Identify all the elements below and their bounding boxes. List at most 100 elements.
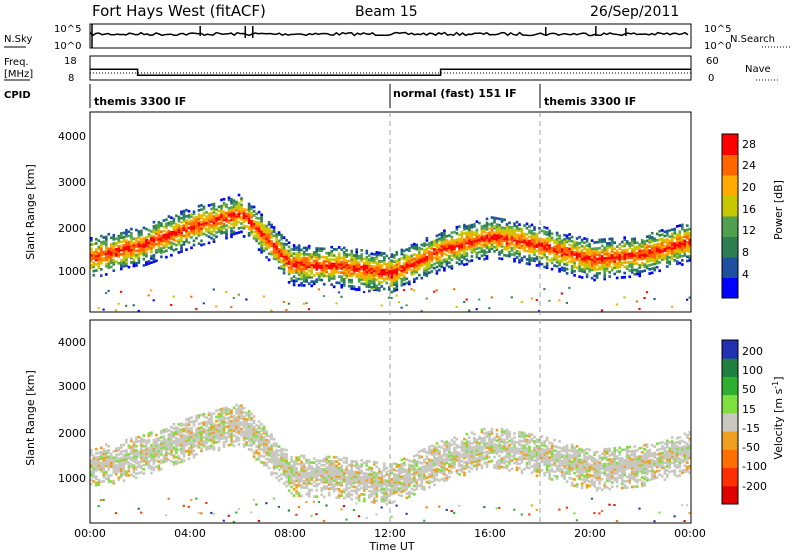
range-cell bbox=[315, 251, 318, 255]
range-cell bbox=[493, 216, 496, 220]
range-cell bbox=[307, 465, 311, 469]
range-cell bbox=[207, 220, 211, 224]
range-cell bbox=[90, 482, 93, 486]
range-cell bbox=[545, 245, 549, 249]
range-cell bbox=[520, 236, 524, 239]
range-cell bbox=[197, 229, 201, 233]
ground-cell bbox=[165, 514, 168, 517]
range-cell bbox=[373, 265, 376, 269]
range-cell bbox=[152, 462, 156, 465]
range-cell bbox=[240, 209, 243, 213]
range-cell bbox=[320, 272, 323, 276]
range-cell bbox=[673, 254, 677, 258]
range-cell bbox=[210, 440, 213, 444]
range-cell bbox=[315, 249, 318, 252]
range-cell bbox=[142, 463, 146, 467]
range-cell bbox=[305, 271, 308, 275]
range-cell bbox=[235, 407, 238, 411]
range-cell bbox=[120, 246, 123, 250]
ground-cell bbox=[317, 500, 321, 503]
range-cell bbox=[312, 255, 316, 259]
range-cell bbox=[117, 448, 121, 452]
range-cell bbox=[370, 281, 374, 285]
range-cell bbox=[593, 255, 596, 259]
range-cell bbox=[342, 267, 346, 271]
range-cell bbox=[322, 463, 326, 467]
range-cell bbox=[350, 464, 353, 467]
range-cell bbox=[97, 457, 101, 461]
range-cell bbox=[350, 470, 353, 474]
range-cell bbox=[242, 218, 246, 222]
range-cell bbox=[212, 234, 216, 237]
range-cell bbox=[575, 245, 579, 249]
range-cell bbox=[125, 235, 128, 238]
range-cell bbox=[260, 225, 263, 229]
range-cell bbox=[686, 240, 689, 244]
range-cell bbox=[212, 204, 216, 208]
range-cell bbox=[232, 423, 236, 427]
range-cell bbox=[285, 249, 288, 252]
range-cell bbox=[175, 443, 178, 446]
range-cell bbox=[310, 255, 313, 258]
range-cell bbox=[658, 261, 661, 264]
range-cell bbox=[347, 474, 351, 477]
range-cell bbox=[463, 244, 466, 248]
range-cell bbox=[197, 217, 201, 220]
range-cell bbox=[315, 247, 318, 250]
range-cell bbox=[237, 214, 241, 218]
range-cell bbox=[570, 258, 574, 262]
range-cell bbox=[523, 224, 526, 227]
range-cell bbox=[480, 248, 484, 251]
range-cell bbox=[525, 258, 529, 261]
range-cell bbox=[160, 436, 163, 439]
range-cell bbox=[177, 224, 181, 227]
range-cell bbox=[570, 248, 574, 251]
range-cell bbox=[663, 230, 667, 234]
range-cell bbox=[398, 266, 401, 270]
range-cell bbox=[107, 461, 111, 465]
range-cell bbox=[180, 434, 183, 438]
range-cell bbox=[610, 247, 614, 251]
range-cell bbox=[405, 254, 409, 258]
range-cell bbox=[375, 482, 379, 486]
range-cell bbox=[428, 267, 431, 270]
range-cell bbox=[337, 258, 341, 262]
ground-cell bbox=[102, 498, 105, 501]
range-cell bbox=[465, 227, 469, 230]
range-cell bbox=[125, 256, 128, 259]
range-cell bbox=[658, 244, 661, 248]
range-cell bbox=[585, 250, 589, 254]
range-cell bbox=[270, 234, 273, 237]
range-cell bbox=[408, 465, 411, 469]
range-cell bbox=[290, 475, 293, 478]
range-cell bbox=[357, 257, 361, 260]
range-cell bbox=[350, 278, 353, 282]
range-cell bbox=[440, 253, 444, 256]
range-cell bbox=[583, 247, 586, 251]
range-cell bbox=[292, 479, 296, 483]
range-cell bbox=[242, 235, 246, 238]
range-cell bbox=[202, 220, 206, 223]
range-cell bbox=[332, 258, 336, 262]
range-cell bbox=[378, 480, 381, 484]
range-cell bbox=[545, 237, 549, 240]
range-cell bbox=[495, 246, 499, 249]
range-cell bbox=[132, 447, 136, 451]
range-cell bbox=[357, 271, 361, 275]
ground-cell bbox=[147, 294, 150, 297]
range-cell bbox=[438, 252, 441, 255]
range-cell bbox=[671, 245, 674, 248]
range-cell bbox=[603, 259, 606, 262]
range-cell bbox=[395, 480, 399, 483]
range-cell bbox=[265, 445, 268, 448]
range-cell bbox=[490, 228, 494, 232]
range-cell bbox=[555, 246, 559, 249]
range-cell bbox=[440, 244, 444, 248]
range-cell bbox=[205, 221, 208, 225]
range-cell bbox=[633, 272, 636, 276]
range-cell bbox=[162, 237, 166, 241]
range-cell bbox=[140, 452, 143, 455]
range-cell bbox=[385, 277, 389, 281]
range-cell bbox=[600, 255, 604, 258]
range-cell bbox=[485, 242, 489, 246]
